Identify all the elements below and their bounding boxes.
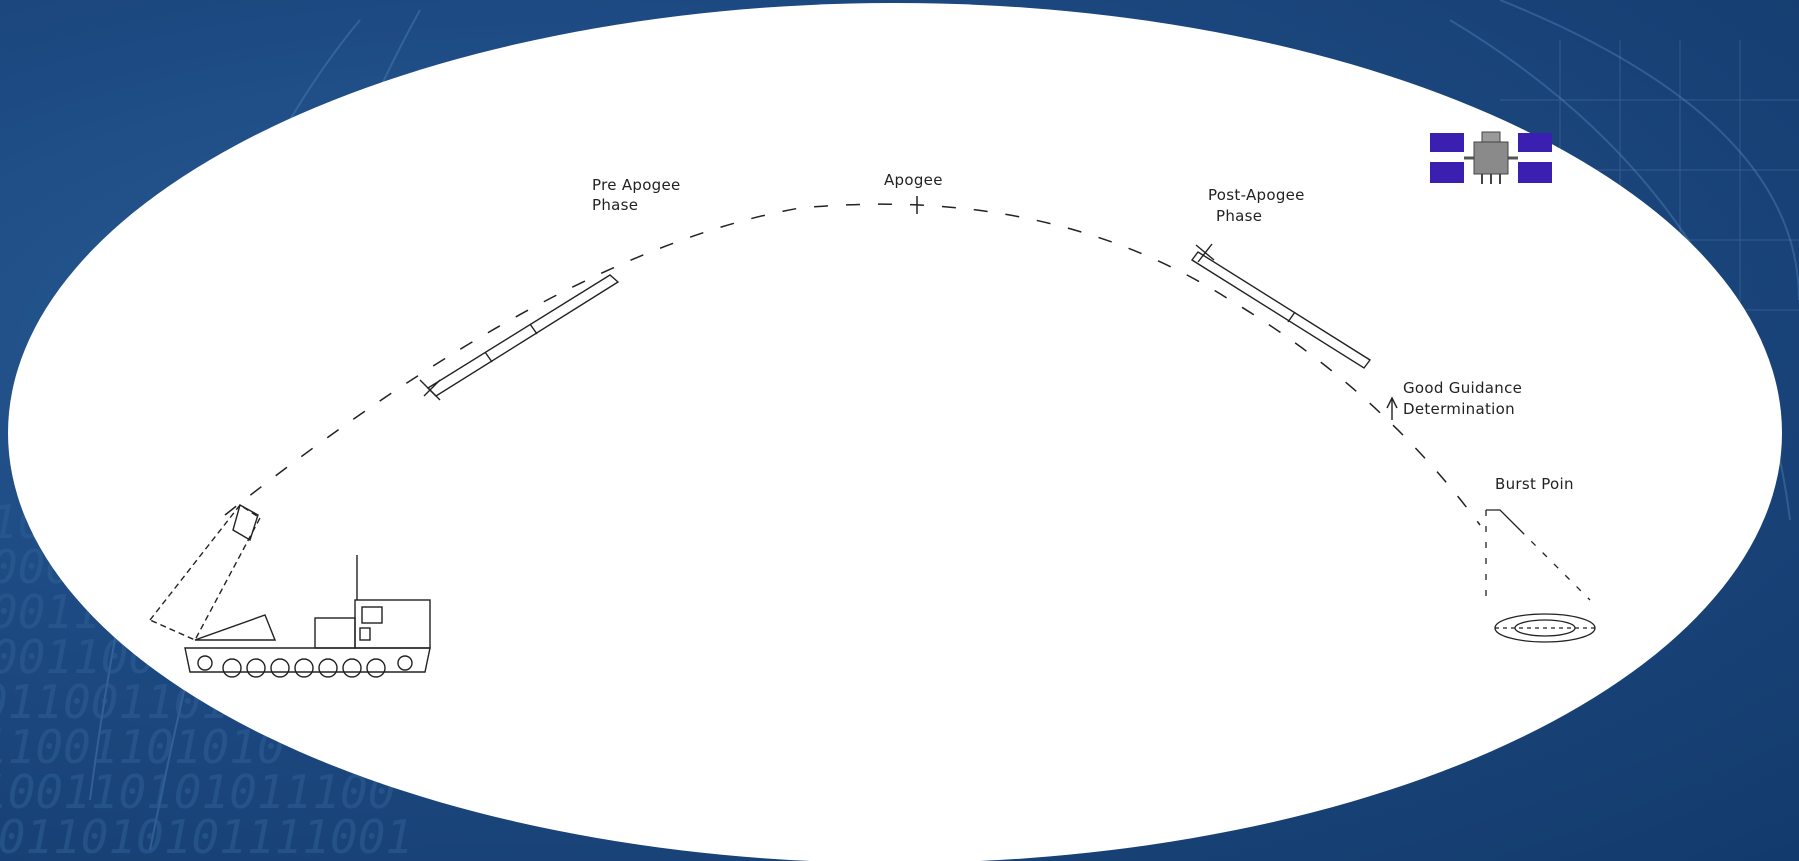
launcher-vehicle-icon xyxy=(148,503,431,678)
missile-icon xyxy=(1190,243,1372,369)
guidance-label-line2: Determination xyxy=(1403,400,1515,418)
binary-line: 100110101011100 xyxy=(0,765,395,819)
diagram-panel xyxy=(8,3,1782,861)
apogee-label: Apogee xyxy=(884,171,943,189)
guidance-marker xyxy=(1386,396,1398,420)
post-apogee-label: Post-Apogee xyxy=(1208,186,1305,204)
pre-apogee-label-line2: Phase xyxy=(592,196,638,214)
pre-apogee-label: Pre Apogee xyxy=(592,176,681,194)
burst-point-label: Burst Poin xyxy=(1495,475,1574,493)
guidance-label: Good Guidance xyxy=(1403,379,1522,397)
post-apogee-label-line2: Phase xyxy=(1216,207,1262,225)
satellite-icon xyxy=(1430,131,1552,184)
missile-icon xyxy=(419,274,620,401)
trajectory-arc xyxy=(224,203,1481,526)
binary-line: 11001101010 xyxy=(0,720,285,774)
target-icon xyxy=(1485,509,1596,643)
binary-line: 0011010101111001 xyxy=(0,810,413,861)
